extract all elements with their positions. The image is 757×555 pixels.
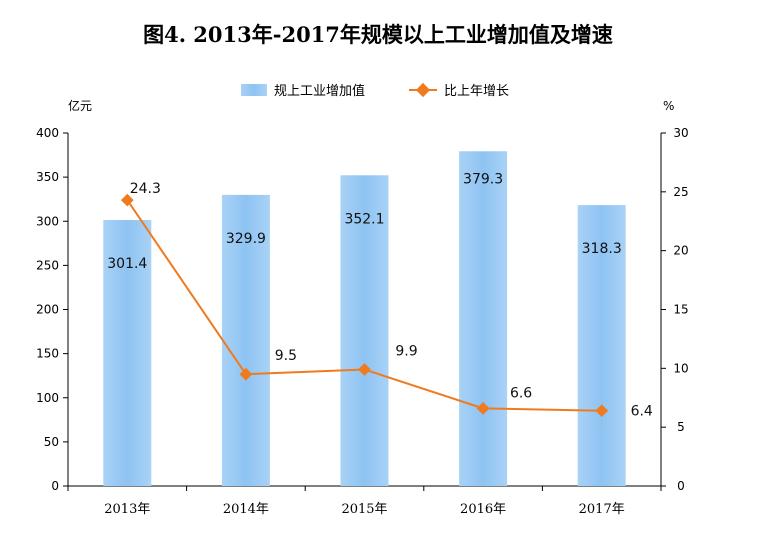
growth-value-label: 9.5 bbox=[275, 348, 297, 364]
growth-value-label: 6.4 bbox=[631, 404, 653, 420]
growth-marker bbox=[358, 363, 371, 376]
left-tick-label: 150 bbox=[36, 347, 59, 361]
x-category-label: 2014年 bbox=[223, 502, 269, 517]
growth-marker bbox=[239, 367, 253, 381]
bar-series: 301.4 329.9 352.1 379.3 318.3 bbox=[103, 151, 626, 487]
right-tick-label: 20 bbox=[673, 244, 688, 258]
right-axis-unit: % bbox=[663, 99, 674, 113]
growth-marker bbox=[120, 193, 134, 207]
legend-line-marker bbox=[415, 82, 431, 98]
bar bbox=[340, 175, 389, 487]
bar bbox=[221, 194, 270, 486]
x-category-label: 2016年 bbox=[460, 502, 506, 517]
left-tick-label: 250 bbox=[36, 258, 59, 272]
left-tick-label: 50 bbox=[44, 435, 59, 449]
x-axis-ticks: 2013年 2014年 2015年 2016年 2017年 bbox=[67, 486, 662, 517]
bar-value-label: 301.4 bbox=[107, 256, 147, 272]
right-tick-label: 0 bbox=[677, 479, 685, 493]
right-tick-label: 30 bbox=[673, 126, 688, 140]
bar bbox=[103, 220, 152, 486]
bar-value-label: 352.1 bbox=[344, 211, 384, 227]
legend-line-label: 比上年增长 bbox=[444, 84, 509, 99]
bar-value-label: 318.3 bbox=[582, 241, 622, 257]
legend: 规上工业增加值 比上年增长 bbox=[241, 82, 509, 99]
growth-value-label: 6.6 bbox=[510, 385, 532, 401]
right-tick-label: 10 bbox=[673, 361, 688, 375]
left-tick-label: 400 bbox=[36, 126, 59, 140]
right-axis-ticks: 0 5 10 15 20 25 30 bbox=[661, 126, 689, 493]
right-tick-label: 5 bbox=[677, 420, 685, 434]
left-tick-label: 0 bbox=[51, 479, 59, 493]
x-category-label: 2015年 bbox=[341, 502, 387, 517]
bar bbox=[577, 205, 626, 486]
growth-value-label: 24.3 bbox=[130, 181, 161, 197]
bar-value-label: 329.9 bbox=[226, 231, 266, 247]
left-tick-label: 350 bbox=[36, 170, 59, 184]
x-category-label: 2013年 bbox=[104, 502, 150, 517]
left-axis-unit: 亿元 bbox=[68, 98, 92, 113]
right-tick-label: 15 bbox=[673, 303, 688, 317]
growth-value-label: 9.9 bbox=[395, 344, 417, 360]
bar-value-label: 379.3 bbox=[463, 171, 503, 187]
legend-bar-label: 规上工业增加值 bbox=[274, 83, 365, 99]
right-tick-label: 25 bbox=[673, 185, 688, 199]
left-tick-label: 100 bbox=[36, 391, 59, 405]
chart-title: 图4. 2013年-2017年规模以上工业增加值及增速 bbox=[143, 22, 613, 47]
left-tick-label: 200 bbox=[36, 303, 59, 317]
x-category-label: 2017年 bbox=[579, 502, 625, 517]
left-axis-ticks: 0 50 100 150 200 250 300 350 400 bbox=[36, 126, 68, 493]
growth-marker bbox=[476, 401, 490, 415]
line-series: 24.3 9.5 9.9 6.6 6.4 bbox=[120, 181, 653, 420]
left-tick-label: 300 bbox=[36, 214, 59, 228]
bar bbox=[459, 151, 508, 486]
legend-bar-swatch bbox=[241, 84, 267, 96]
